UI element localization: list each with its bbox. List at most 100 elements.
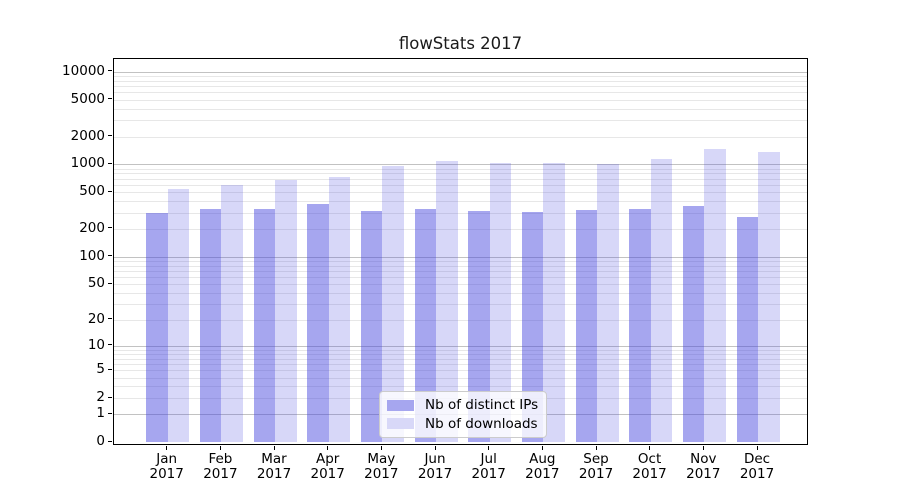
legend-swatch-distinct-ips [387,399,414,411]
minor-gridline-30 [114,304,807,306]
x-tick-jul [488,446,490,450]
minor-gridline-600 [114,184,807,186]
legend-swatch-downloads [387,418,414,430]
x-tick-label-aug: Aug 2017 [525,451,560,482]
bar-nov-downloads [704,148,726,443]
bar-may-downloads [382,165,404,443]
minor-gridline-7 [114,358,807,360]
y-tick-label-500: 500 [79,183,105,200]
minor-gridline-4000 [114,108,807,110]
major-gridline-1000 [114,164,807,166]
y-tick-0 [108,440,112,442]
bars-layer [114,59,807,444]
legend-item-distinct-ips: Nb of distinct IPs [387,397,538,413]
y-tick-label-1000: 1000 [70,155,105,172]
minor-gridline-8000 [114,80,807,82]
y-tick-200 [108,227,112,229]
x-tick-nov [702,446,704,450]
x-tick-label-feb: Feb 2017 [203,451,238,482]
y-tick-100 [108,255,112,257]
minor-gridline-80 [114,265,807,267]
major-gridline-10 [114,345,807,347]
major-gridline-10000 [114,71,807,73]
legend-label-downloads: Nb of downloads [425,415,538,432]
x-tick-label-sep: Sep 2017 [578,451,614,482]
bar-jun-distinct-ips [414,208,436,443]
minor-gridline-9 [114,349,807,351]
minor-gridline-900 [114,168,807,170]
bar-jul-distinct-ips [468,210,490,443]
x-tick-label-dec: Dec 2017 [739,451,775,482]
bar-aug-distinct-ips [521,211,544,443]
legend: Nb of distinct IPs Nb of downloads [379,391,547,438]
y-tick-label-200: 200 [79,219,105,236]
bar-jan-downloads [167,189,190,443]
y-tick-5000 [108,98,112,100]
major-gridline-100 [114,256,807,258]
bar-mar-downloads [275,180,297,443]
minor-gridline-7000 [114,86,807,88]
minor-gridline-40 [114,292,807,294]
y-tick-2000 [108,135,112,136]
minor-gridline-6000 [114,92,807,94]
x-tick-label-nov: Nov 2017 [686,451,721,482]
minor-gridline-500 [114,192,807,194]
bar-apr-downloads [328,176,351,443]
y-tick-label-20: 20 [87,310,105,327]
bar-sep-downloads [597,164,619,443]
x-tick-label-jul: Jul 2017 [471,451,506,482]
minor-gridline-300 [114,212,807,214]
y-tick-2 [108,396,112,398]
x-tick-aug [541,446,543,450]
minor-gridline-400 [114,201,807,203]
y-tick-label-5: 5 [96,361,105,378]
y-tick-10000 [108,70,112,72]
x-tick-jan [166,446,168,450]
minor-gridline-8 [114,353,807,355]
minor-gridline-9000 [114,76,807,77]
bar-sep-distinct-ips [575,210,597,443]
x-tick-label-jan: Jan 2017 [149,451,184,482]
y-tick-label-2000: 2000 [70,127,105,144]
minor-gridline-2000 [114,136,807,138]
y-tick-label-10000: 10000 [62,62,105,79]
y-tick-label-0: 0 [96,433,105,450]
x-tick-mar [273,446,275,450]
bar-may-distinct-ips [360,211,383,443]
bar-feb-distinct-ips [199,208,222,443]
y-tick-20 [108,318,112,320]
minor-gridline-4 [114,377,807,379]
y-tick-500 [108,190,112,192]
y-tick-label-50: 50 [87,275,105,292]
x-tick-label-may: May 2017 [364,451,399,482]
minor-gridline-3 [114,386,807,388]
minor-gridline-5000 [114,99,807,101]
minor-gridline-5 [114,370,807,372]
y-tick-10 [108,344,112,346]
minor-gridline-700 [114,178,807,180]
legend-label-distinct-ips: Nb of distinct IPs [425,397,539,414]
x-tick-apr [327,446,329,450]
bar-oct-downloads [650,159,673,443]
y-tick-label-5000: 5000 [70,90,105,107]
x-tick-jun [434,446,436,450]
minor-gridline-60 [114,276,807,278]
y-tick-1 [108,412,112,414]
bar-nov-distinct-ips [682,205,705,443]
y-tick-label-2: 2 [96,389,105,405]
x-tick-feb [219,446,221,450]
x-tick-label-apr: Apr 2017 [310,451,345,482]
bar-feb-downloads [221,185,243,443]
bar-mar-distinct-ips [253,209,275,443]
y-tick-label-10: 10 [87,336,105,353]
chart-title: flowStats 2017 [398,34,523,53]
minor-gridline-3000 [114,120,807,122]
bar-dec-distinct-ips [736,217,758,443]
minor-gridline-800 [114,173,807,175]
bar-jul-downloads [489,162,512,443]
bar-jan-distinct-ips [146,213,168,443]
x-tick-sep [595,446,597,450]
y-tick-1000 [108,162,112,164]
y-tick-label-1: 1 [96,405,105,422]
gridlines-layer [114,59,807,444]
